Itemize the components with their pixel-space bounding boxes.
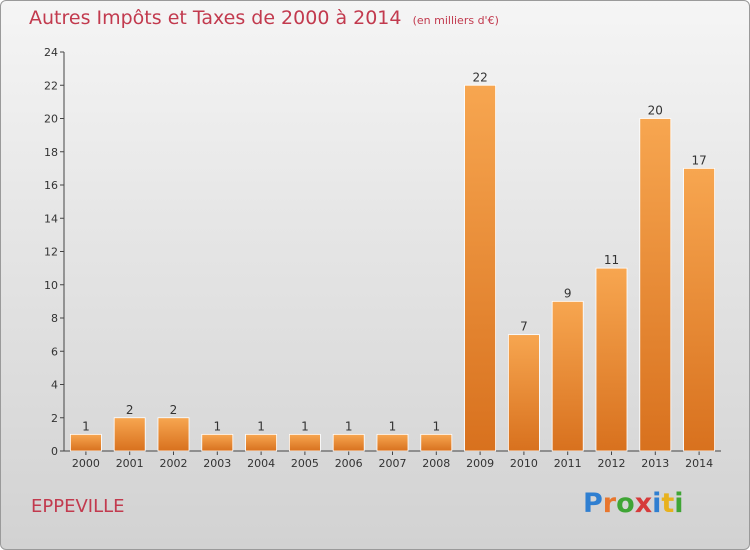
- data-label: 1: [345, 419, 353, 433]
- x-tick-label: 2010: [510, 457, 538, 470]
- y-tick-label: 8: [51, 312, 58, 325]
- bar: [113, 417, 146, 452]
- y-tick-label: 0: [51, 445, 58, 458]
- y-tick-label: 2: [51, 412, 58, 425]
- y-tick-label: 24: [44, 46, 58, 59]
- data-label: 1: [257, 419, 265, 433]
- data-label: 1: [82, 419, 90, 433]
- logo-letter: i: [652, 488, 662, 519]
- y-tick-label: 14: [44, 212, 58, 225]
- x-tick-label: 2004: [247, 457, 275, 470]
- bar: [507, 334, 540, 452]
- data-label: 2: [170, 403, 178, 417]
- bar: [595, 267, 628, 452]
- bar: [201, 433, 234, 452]
- x-tick-label: 2000: [72, 457, 100, 470]
- x-tick-label: 2002: [160, 457, 188, 470]
- y-tick-label: 6: [51, 345, 58, 358]
- y-tick-label: 20: [44, 113, 58, 126]
- chart-title: Autres Impôts et Taxes de 2000 à 2014: [29, 7, 402, 29]
- bar: [551, 300, 584, 452]
- logo-letter: r: [602, 488, 617, 519]
- x-tick-label: 2006: [335, 457, 363, 470]
- data-label: 22: [472, 70, 487, 84]
- x-tick-label: 2014: [685, 457, 713, 470]
- x-tick-label: 2007: [379, 457, 407, 470]
- logo-letter: o: [616, 488, 635, 519]
- data-label: 1: [301, 419, 309, 433]
- y-tick-label: 10: [44, 279, 58, 292]
- logo-letter: x: [634, 488, 653, 519]
- data-label: 17: [691, 153, 706, 167]
- bar: [376, 433, 409, 452]
- x-tick-label: 2011: [554, 457, 582, 470]
- y-tick-label: 22: [44, 79, 58, 92]
- bar: [332, 433, 365, 452]
- bar: [157, 417, 190, 452]
- bar: [70, 433, 102, 452]
- data-label: 7: [520, 320, 528, 334]
- x-tick-label: 2009: [466, 457, 494, 470]
- y-tick-label: 16: [44, 179, 58, 192]
- x-tick-label: 2005: [291, 457, 319, 470]
- data-label: 1: [432, 419, 440, 433]
- logo-letter: t: [661, 488, 675, 519]
- y-tick-label: 12: [44, 246, 58, 259]
- chart-title-block: Autres Impôts et Taxes de 2000 à 2014 (e…: [29, 7, 499, 29]
- proxiti-logo: Proxiti: [583, 488, 684, 519]
- x-tick-label: 2003: [203, 457, 231, 470]
- data-label: 20: [648, 104, 663, 118]
- data-label: 9: [564, 286, 572, 300]
- logo-letter: i: [674, 488, 684, 519]
- commune-name: EPPEVILLE: [31, 496, 125, 517]
- bar: [464, 84, 497, 452]
- x-tick-label: 2008: [422, 457, 450, 470]
- data-label: 11: [604, 253, 619, 267]
- x-tick-label: 2013: [641, 457, 669, 470]
- data-label: 2: [126, 403, 134, 417]
- bar: [639, 118, 672, 452]
- bar: [288, 433, 321, 452]
- bar: [683, 167, 715, 452]
- y-tick-label: 18: [44, 146, 58, 159]
- bar: [420, 433, 453, 452]
- x-tick-label: 2012: [598, 457, 626, 470]
- bar: [245, 433, 278, 452]
- y-tick-label: 4: [51, 379, 58, 392]
- logo-letter: P: [583, 488, 603, 519]
- chart-subtitle: (en milliers d'€): [412, 14, 499, 27]
- data-label: 1: [213, 419, 221, 433]
- x-tick-label: 2001: [116, 457, 144, 470]
- data-label: 1: [389, 419, 397, 433]
